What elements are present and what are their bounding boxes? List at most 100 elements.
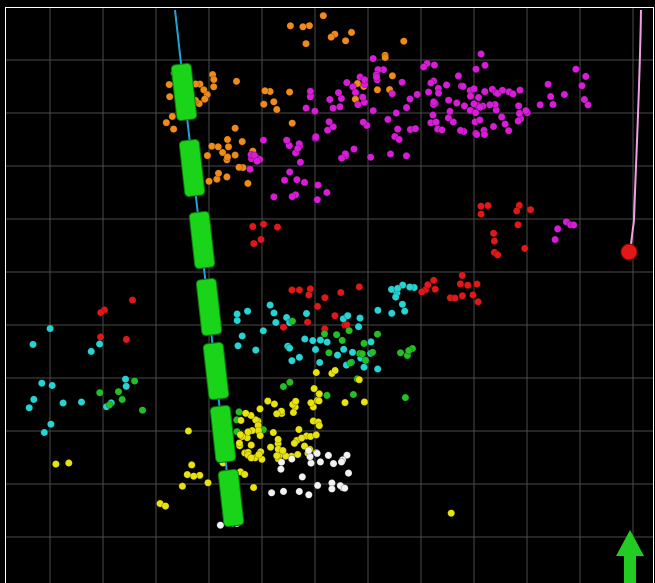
grid: [6, 8, 654, 583]
event-point: [553, 224, 562, 233]
event-point: [419, 63, 428, 71]
event-point: [278, 446, 287, 455]
event-point: [341, 36, 350, 45]
event-point: [266, 301, 274, 309]
event-point: [259, 100, 268, 109]
event-point: [288, 119, 297, 128]
event-point: [536, 100, 545, 109]
event-point: [372, 73, 381, 82]
event-point: [315, 358, 324, 367]
event-point: [404, 346, 413, 355]
event-point: [477, 50, 485, 58]
event-point: [544, 80, 552, 89]
event-point: [337, 94, 346, 103]
event-point: [497, 113, 506, 121]
event-point: [303, 318, 312, 327]
event-point: [184, 427, 193, 435]
event-point: [456, 126, 465, 135]
event-point: [256, 431, 265, 440]
event-point: [347, 28, 356, 37]
event-point: [187, 460, 196, 469]
event-point: [272, 105, 281, 114]
event-point: [259, 136, 268, 145]
event-point: [470, 84, 478, 93]
event-point: [398, 281, 407, 289]
event-point: [272, 409, 281, 418]
event-point: [293, 450, 302, 459]
event-point: [498, 86, 507, 95]
event-point: [388, 71, 397, 80]
event-point: [292, 175, 301, 184]
event-point: [298, 22, 307, 31]
event-point: [401, 393, 410, 402]
event-point: [350, 145, 358, 153]
event-point: [130, 377, 139, 385]
wellbore: [170, 9, 245, 528]
event-point: [241, 409, 250, 418]
event-point: [315, 389, 324, 398]
event-point: [399, 37, 408, 46]
event-point: [398, 78, 406, 87]
event-point: [333, 351, 342, 359]
event-point: [429, 111, 437, 119]
event-point: [178, 482, 187, 491]
event-point: [235, 163, 243, 172]
event-point: [578, 81, 586, 90]
event-point: [323, 391, 331, 400]
event-point: [218, 148, 227, 157]
event-point: [449, 118, 458, 126]
event-point: [235, 439, 244, 447]
event-point: [580, 95, 589, 104]
event-point: [223, 135, 232, 144]
north-arrow-icon[interactable]: [616, 530, 644, 583]
event-point: [251, 346, 260, 354]
event-point: [279, 323, 288, 332]
event-point: [447, 509, 456, 518]
event-point: [480, 87, 489, 96]
event-point: [348, 348, 357, 357]
event-point: [489, 229, 498, 238]
event-point: [451, 294, 459, 302]
event-point: [233, 310, 241, 318]
event-point: [209, 75, 218, 84]
event-point: [472, 65, 480, 74]
event-point: [285, 378, 294, 387]
event-point: [501, 120, 509, 128]
event-point: [243, 179, 252, 188]
event-point: [454, 72, 463, 80]
event-point: [204, 478, 212, 487]
event-point: [214, 142, 223, 151]
event-point: [329, 459, 338, 468]
event-point: [244, 427, 252, 436]
event-point: [59, 399, 67, 407]
event-point: [121, 375, 130, 384]
event-point: [276, 465, 285, 474]
event-point: [584, 101, 592, 109]
event-point: [246, 165, 254, 174]
event-point: [373, 85, 382, 94]
event-point: [216, 521, 225, 530]
north-arrow-shape: [616, 530, 644, 583]
event-point: [310, 384, 318, 393]
event-point: [349, 390, 358, 399]
event-point: [386, 150, 395, 158]
event-point: [475, 116, 484, 124]
event-point: [240, 470, 249, 479]
well-segment: [170, 62, 198, 122]
event-point: [273, 223, 282, 231]
event-point: [474, 93, 483, 102]
event-point: [551, 235, 559, 244]
event-point: [332, 330, 341, 339]
event-point: [392, 109, 401, 117]
event-point: [342, 78, 351, 87]
event-point: [373, 306, 382, 315]
event-point: [509, 90, 517, 98]
event-point: [95, 340, 104, 348]
event-point: [231, 151, 239, 159]
event-point: [514, 117, 523, 125]
event-point: [302, 104, 310, 112]
event-point: [271, 318, 280, 327]
event-point: [118, 395, 127, 404]
